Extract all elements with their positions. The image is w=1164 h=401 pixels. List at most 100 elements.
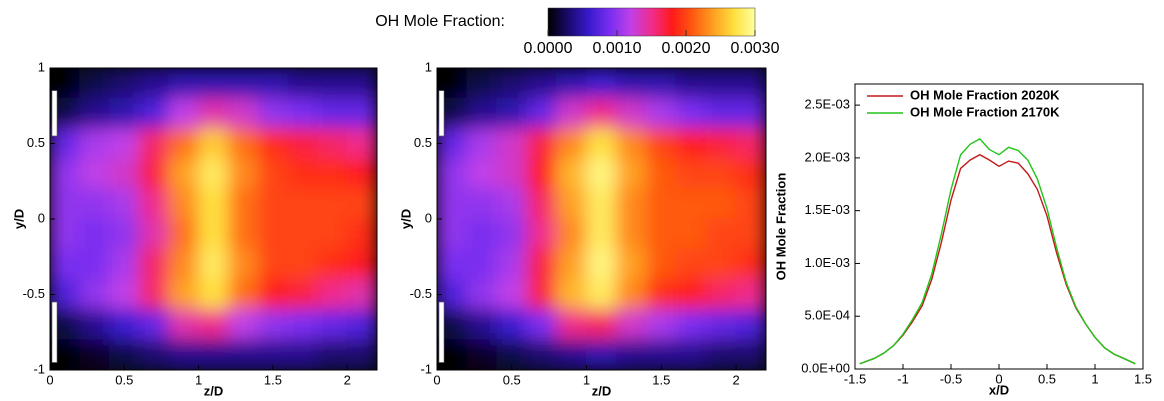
- heatmap-cell: [287, 218, 319, 250]
- heatmap-cell: [168, 127, 200, 160]
- heatmap-cell: [198, 188, 229, 220]
- heatmap-cell: [346, 158, 377, 190]
- y-tick-label: 2.0E-03: [804, 149, 850, 164]
- heatmap-cell: [735, 278, 766, 311]
- heatmap-cell: [198, 158, 229, 190]
- heatmap-cell: [526, 127, 558, 160]
- heatmap-cell: [79, 278, 110, 311]
- y-tick-label: -1: [420, 361, 432, 376]
- heatmap-cell: [496, 188, 528, 220]
- y-tick-label: 2.5E-03: [804, 97, 850, 112]
- heatmap-cell: [108, 309, 140, 341]
- heatmap-cell: [526, 278, 558, 311]
- series-line: [859, 138, 1136, 365]
- heatmap-cell: [168, 188, 200, 220]
- heatmap-cell: [108, 339, 140, 370]
- heatmap-cell: [437, 188, 468, 220]
- heatmap-cell: [496, 248, 528, 280]
- heatmap-cell: [496, 339, 528, 370]
- heatmap-cell: [108, 188, 140, 220]
- heatmap-cell: [108, 127, 140, 160]
- heatmap-cell: [735, 309, 766, 341]
- heatmap-cell: [138, 97, 170, 129]
- heatmap-cell: [79, 127, 110, 160]
- heatmap-clip: [437, 68, 766, 370]
- heatmap-cell: [257, 188, 289, 220]
- heatmap-cell: [168, 218, 200, 250]
- heatmap-cell: [198, 68, 229, 99]
- heatmap-cell: [79, 158, 110, 190]
- heatmap-cell: [287, 127, 319, 160]
- heatmap-cell: [705, 97, 737, 129]
- heatmap-cell: [645, 248, 677, 280]
- heatmap-cell: [466, 158, 498, 190]
- heatmap-cell: [317, 97, 348, 129]
- x-tick-label: 0.5: [503, 372, 521, 387]
- heatmap-cell: [675, 278, 707, 311]
- heatmap-cell: [526, 68, 558, 99]
- heatmap-cell: [79, 97, 110, 129]
- heatmap-cell: [257, 278, 289, 311]
- heatmap-cell: [466, 218, 498, 250]
- heatmap-cell: [526, 218, 558, 250]
- x-tick-label: 1: [1091, 371, 1098, 386]
- legend-label: OH Mole Fraction 2020K: [910, 87, 1060, 102]
- heatmap-cell: [675, 188, 707, 220]
- x-tick-label: -1.5: [844, 371, 866, 386]
- heatmap-cell: [138, 278, 170, 311]
- series-line: [859, 153, 1136, 365]
- heatmap-cell: [675, 339, 707, 370]
- heatmap-cell: [138, 188, 170, 220]
- colorbar-tick-label: 0.0030: [731, 40, 780, 57]
- heatmap-cell: [735, 68, 766, 99]
- heatmap-cell: [735, 97, 766, 129]
- heatmap-cell: [466, 278, 498, 311]
- x-tick-label: 0: [46, 372, 53, 387]
- heatmap-cell: [466, 127, 498, 160]
- heatmap-cell: [496, 127, 528, 160]
- heatmap-cell: [556, 309, 588, 341]
- x-tick-label: 1.5: [1134, 371, 1152, 386]
- x-tick-label: 1: [195, 372, 202, 387]
- heatmap-cell: [615, 188, 647, 220]
- heatmap-cell: [198, 248, 229, 280]
- heatmap-cell: [645, 188, 677, 220]
- heatmap-cell: [287, 97, 319, 129]
- y-tick-label: 1.5E-03: [804, 202, 850, 217]
- x-tick-label: 0: [995, 371, 1002, 386]
- heatmap-cell: [556, 127, 588, 160]
- heatmap-cell: [466, 339, 498, 370]
- heatmap-cell: [346, 309, 377, 341]
- heatmap-cell: [227, 188, 259, 220]
- heatmap-cell: [466, 248, 498, 280]
- heatmap-cell: [138, 309, 170, 341]
- heatmap-cell: [526, 339, 558, 370]
- heatmap-cell: [645, 218, 677, 250]
- heatmap-cell: [317, 68, 348, 99]
- heatmap-cell: [257, 339, 289, 370]
- heatmap-cell: [735, 339, 766, 370]
- heatmap-cell: [108, 68, 140, 99]
- heatmap-cell: [466, 188, 498, 220]
- colorbar-tick-label: 0.0000: [524, 40, 573, 57]
- heatmap-cell: [586, 68, 617, 99]
- y-axis-label: y/D: [11, 209, 26, 229]
- x-tick-label: 0.5: [115, 372, 133, 387]
- x-axis-label: z/D: [592, 383, 612, 398]
- heatmap-cell: [198, 339, 229, 370]
- heatmap-cell: [735, 127, 766, 160]
- heatmap-cell: [705, 309, 737, 341]
- heatmap-cell: [675, 158, 707, 190]
- heatmap-cell: [227, 248, 259, 280]
- x-tick-label: 2: [732, 372, 739, 387]
- x-tick-label: 0.5: [1038, 371, 1056, 386]
- heatmap-cell: [317, 248, 348, 280]
- heatmap-cell: [526, 248, 558, 280]
- heatmap-cell: [705, 339, 737, 370]
- heatmap-cell: [556, 339, 588, 370]
- heatmap-cell: [168, 68, 200, 99]
- y-tick-label: 0.5: [27, 135, 45, 150]
- heatmap-cell: [615, 158, 647, 190]
- heatmap-cell: [615, 309, 647, 341]
- heatmap-clip: [50, 68, 377, 370]
